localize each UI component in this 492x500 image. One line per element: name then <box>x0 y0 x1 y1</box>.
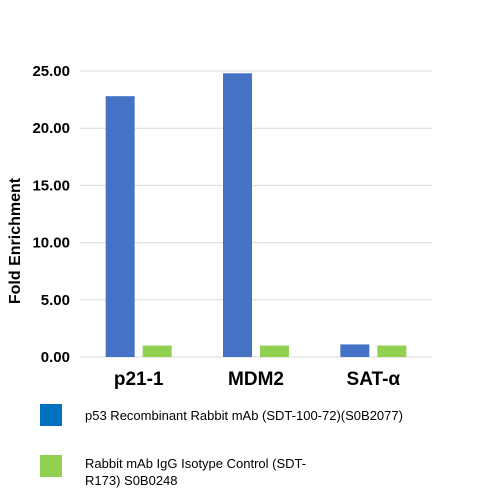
gridlines <box>80 70 432 358</box>
bar-p53-1 <box>223 73 252 358</box>
legend-swatch-p53 <box>40 404 62 426</box>
bar-igg-control-2 <box>377 345 407 357</box>
y-tick-label: 5.00 <box>41 292 70 309</box>
x-tick-label: SAT-α <box>347 369 401 390</box>
bar-chart: 0.00 5.00 10.00 15.00 20.00 25.00 p21-1 MDM2 SA… <box>7 63 432 390</box>
bar-p53-2 <box>340 344 370 357</box>
y-tick-label: 0.00 <box>41 349 70 366</box>
bar-igg-control-1 <box>260 345 289 357</box>
y-axis-label: Fold Enrichment <box>7 177 24 304</box>
legend-swatch-igg-control <box>40 455 62 477</box>
legend-label-igg-control: Rabbit mAb IgG Isotype Control (SDT-R173… <box>85 456 307 488</box>
legend-item-igg-control: Rabbit mAb IgG Isotype Control (SDT-R173… <box>40 455 340 489</box>
bar-p53-0 <box>105 96 135 357</box>
y-tick-label: 10.00 <box>32 235 70 252</box>
x-axis-ticks: p21-1 MDM2 SAT-α <box>114 369 401 390</box>
legend-label-p53: p53 Recombinant Rabbit mAb (SDT-100-72)(… <box>85 408 403 423</box>
y-axis-ticks: 0.00 5.00 10.00 15.00 20.00 25.00 <box>32 63 70 366</box>
y-tick-label: 15.00 <box>32 177 70 194</box>
x-tick-label: p21-1 <box>114 369 164 390</box>
y-tick-label: 20.00 <box>32 120 70 137</box>
y-tick-label: 25.00 <box>32 63 70 80</box>
x-tick-label: MDM2 <box>228 369 284 390</box>
legend-item-p53: p53 Recombinant Rabbit mAb (SDT-100-72)(… <box>40 404 465 426</box>
bars <box>105 73 407 358</box>
bar-igg-control-0 <box>142 345 172 357</box>
